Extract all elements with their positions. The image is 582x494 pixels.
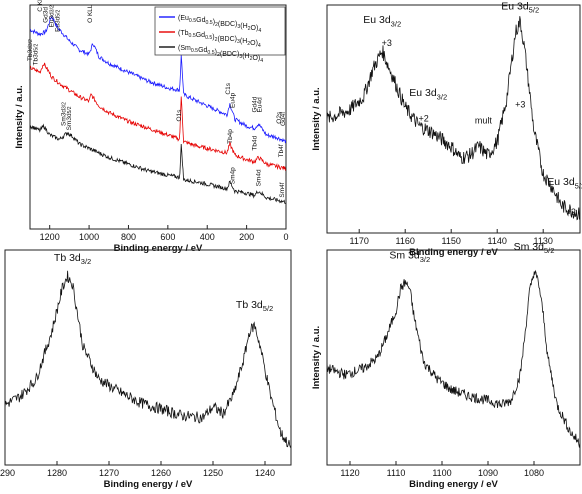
x-tick-label: 1160 <box>396 236 415 246</box>
plot-frame <box>326 4 581 234</box>
y-axis-title: Intensity / a.u. <box>311 87 322 150</box>
peak-label: Sm3d5/2 <box>66 106 73 130</box>
peak-label: Tb 3d3/2 <box>54 252 91 266</box>
plot-frame <box>29 4 287 230</box>
x-tick-label: 1090 <box>478 468 498 478</box>
peak-label: +2 <box>418 113 428 123</box>
peak-label: C KLL <box>37 0 44 12</box>
x-tick-label: 1250 <box>203 468 223 478</box>
y-axis-title: Intensity / a.u. <box>311 326 322 389</box>
x-tick-label: 0 <box>283 232 288 242</box>
legend-label: (Sm0.5Gd0.5)2(BDC)3(H2O)4 <box>178 45 263 64</box>
peak-label: O2s <box>276 111 283 124</box>
x-tick-label: 1130 <box>534 236 553 246</box>
plot-frame <box>4 249 292 466</box>
peak-label: Eu3d3/2 <box>49 5 56 27</box>
peak-label: O1s <box>176 109 183 122</box>
peak-label: Sm 3d5/2 <box>514 241 555 255</box>
peak-label: Tb4d <box>252 135 259 150</box>
x-tick-label: 1200 <box>40 232 60 242</box>
x-tick-label: 1120 <box>340 468 359 478</box>
peak-label: mult <box>475 116 493 126</box>
x-tick-label: 200 <box>239 232 254 242</box>
peak-label: Sm 3d3/2 <box>389 250 430 264</box>
chart-panel-survey: 1200 1000 800 600 400 200 0 Binding energy / eV… <box>14 0 289 254</box>
peak-label: Sm4p <box>229 167 236 184</box>
x-axis-title: Binding energy / eV <box>114 243 203 254</box>
peak-label: Gd4f <box>280 112 287 126</box>
peak-label: Tb3d3/2 <box>27 39 34 61</box>
legend-label: (Tb0.5Gd0.5)2(BDC)3(H2O)4 <box>178 30 261 49</box>
peak-label: Eu 3d5/2 <box>501 1 539 15</box>
peak-label: C1s <box>225 82 232 94</box>
peak-label: Tb3d5/2 <box>33 44 40 66</box>
peak-label: Sm4f <box>279 182 286 197</box>
peak-label: Eu 3d3/2 <box>363 14 401 28</box>
peak-label: +3 <box>382 38 392 48</box>
x-tick-label: 1290 <box>0 468 15 478</box>
peak-label: +2 <box>566 207 576 217</box>
x-tick-label: 1100 <box>432 468 451 478</box>
x-tick-label: 1140 <box>488 236 507 246</box>
series-line-sm3d-0 <box>327 269 580 448</box>
series-line-tb3d-0 <box>5 270 291 448</box>
peak-label: Tb4f <box>278 144 285 157</box>
x-tick-label: 800 <box>121 232 136 242</box>
peak-label: Eu3d5/2 <box>55 10 62 32</box>
peak-label: Eu4d <box>256 97 263 113</box>
x-tick-label: 400 <box>200 232 215 242</box>
x-tick-label: 1270 <box>99 468 119 478</box>
peak-label: Eu4p <box>229 92 236 108</box>
peak-label: Gd3d <box>42 7 49 23</box>
series-line-survey-1 <box>30 62 286 171</box>
x-tick-label: 1260 <box>151 468 171 478</box>
legend: (Eu0.5Gd0.5)2(BDC)3(H2O)4(Tb0.5Gd0.5)2(B… <box>154 6 286 64</box>
chart-panel-tb3d: 1290 1280 1270 1260 1250 1240 Binding energy /… <box>0 249 292 490</box>
series-line-survey-2 <box>30 123 286 205</box>
x-tick-label: 1080 <box>524 468 544 478</box>
chart-panel-sm3d: 1120 1110 1100 1090 1080 Binding energy / eV I… <box>311 241 581 490</box>
peak-label: +3 <box>515 100 525 110</box>
legend-box <box>154 6 286 56</box>
x-tick-label: 1110 <box>387 468 406 478</box>
y-axis-title: Intensity / a.u. <box>14 85 25 148</box>
peak-label: Gd4d <box>252 96 259 112</box>
peak-label: Tb 3d5/2 <box>236 299 273 313</box>
peak-label: Eu 3d5/2 <box>547 176 582 190</box>
x-axis-title: Binding energy / eV <box>409 479 498 490</box>
x-tick-label: 1280 <box>47 468 67 478</box>
peak-label: Eu 3d3/2 <box>409 87 447 101</box>
series-line-eu3d-0 <box>327 16 580 221</box>
x-tick-label: 1150 <box>442 236 461 246</box>
series-line-survey-0 <box>30 15 286 144</box>
x-axis-title: Binding energy / eV <box>104 479 193 490</box>
x-tick-label: 600 <box>160 232 175 242</box>
legend-label: (Eu0.5Gd0.5)2(BDC)3(H2O)4 <box>178 15 261 34</box>
x-tick-label: 1000 <box>79 232 99 242</box>
chart-panel-eu3d: 1170 1160 1150 1140 1130 Binding energy / eV I… <box>311 1 582 258</box>
x-axis-title: Binding energy / eV <box>409 247 498 258</box>
plot-frame <box>326 249 581 466</box>
peak-label: Tb4p <box>227 129 234 144</box>
x-tick-label: 1170 <box>350 236 369 246</box>
peak-label: Sm3d3/2 <box>60 102 67 126</box>
peak-label: Sm4d <box>255 169 262 186</box>
x-tick-label: 1240 <box>255 468 275 478</box>
peak-label: O KLL <box>87 4 94 23</box>
